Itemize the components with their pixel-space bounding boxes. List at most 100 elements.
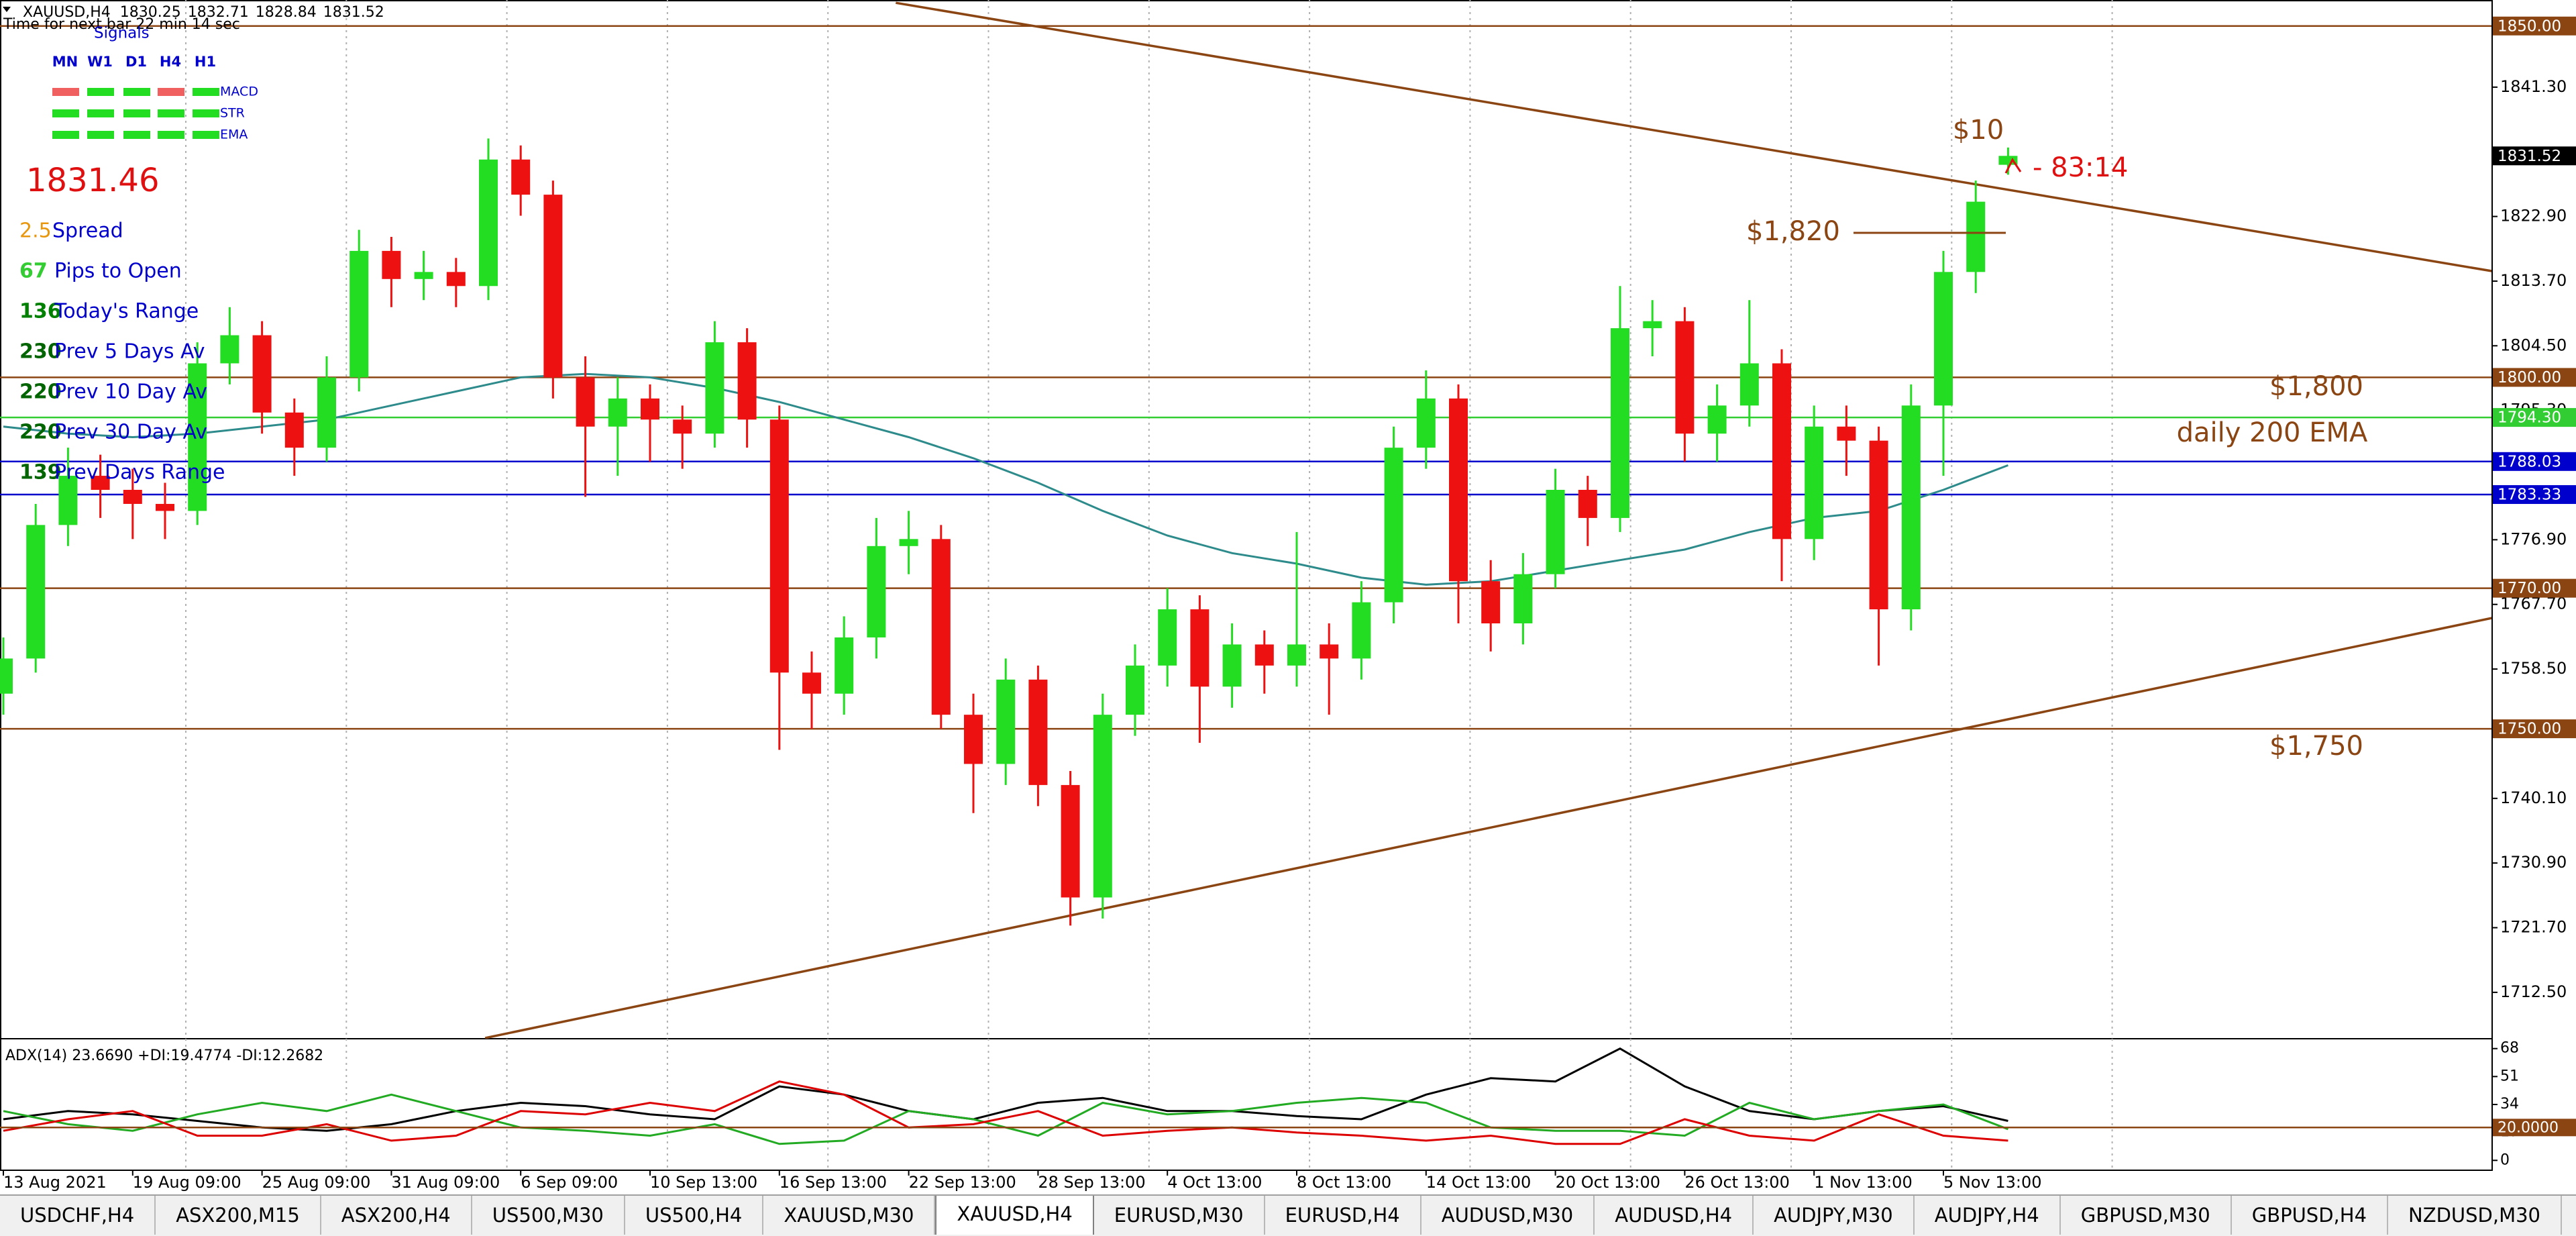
candle-body: [1352, 602, 1371, 659]
chart-tab[interactable]: ASX200,M15: [156, 1196, 321, 1235]
level-badge-label: 1750.00: [2498, 721, 2561, 738]
candle-body: [382, 250, 401, 279]
candle-body: [1513, 574, 1533, 624]
adx-line: [3, 1047, 2008, 1132]
candle-body: [1643, 321, 1662, 329]
x-tick-label: 5 Nov 13:00: [1943, 1173, 2042, 1192]
chart-tab[interactable]: AUDUSD,M30: [1421, 1196, 1595, 1235]
candle-body: [931, 539, 951, 715]
candle-body: [1320, 644, 1339, 659]
chart-tab[interactable]: GBPUSD,H4: [2232, 1196, 2389, 1235]
chart-tab[interactable]: AUDJPY,H4: [1915, 1196, 2061, 1235]
adx-tick-label: 0: [2500, 1151, 2510, 1168]
candle-body: [511, 159, 531, 195]
candle-body: [1934, 272, 1953, 406]
candle-body: [1869, 440, 1888, 610]
annotation: $1,800: [2269, 371, 2363, 402]
info-value: 2.5: [19, 219, 52, 243]
signal-timeframe: H1: [195, 54, 216, 70]
signal-bar: [87, 88, 114, 96]
candle-body: [1416, 398, 1436, 448]
info-value: 220: [19, 421, 62, 444]
x-tick-label: 6 Sep 09:00: [521, 1173, 618, 1192]
info-label: Today's Range: [54, 300, 199, 323]
time-note: Time for next bar 22 min 14 sec: [3, 16, 240, 33]
trendline: [896, 1, 2492, 272]
candle-body: [1546, 490, 1565, 574]
y-tick-label: 1776.90: [2500, 529, 2567, 548]
candle-body: [91, 476, 110, 491]
level-badge-label: 1788.03: [2498, 453, 2561, 470]
chart-tab[interactable]: US500,H4: [625, 1196, 764, 1235]
chart-tab[interactable]: US500,M30: [472, 1196, 625, 1235]
chart-tab[interactable]: GBPUSD,M30: [2061, 1196, 2232, 1235]
x-tick-label: 22 Sep 13:00: [909, 1173, 1016, 1192]
chart-tab[interactable]: NZDUSD,H4: [2562, 1196, 2576, 1235]
chart-tab[interactable]: USDCHF,H4: [0, 1196, 156, 1235]
level-badge-label: 1794.30: [2498, 409, 2561, 427]
info-label: Prev 10 Day Av: [54, 380, 207, 404]
candle-body: [1158, 609, 1177, 666]
level-badge: [2493, 408, 2576, 427]
annotation: $10: [1953, 115, 2004, 146]
chart-tab[interactable]: AUDUSD,H4: [1595, 1196, 1754, 1235]
x-tick-label: 4 Oct 13:00: [1167, 1173, 1262, 1192]
level-badge-label: 1783.33: [2498, 486, 2561, 504]
candle-body: [252, 335, 272, 413]
annotation: - 83:14: [2033, 152, 2128, 183]
main-plot: [0, 0, 2492, 1039]
level-badge: [2493, 368, 2576, 387]
symbol-header: XAUUSD,H4 1830.25 1832.71 1828.84 1831.52: [23, 4, 384, 21]
signal-bar: [123, 109, 150, 117]
chart-tab[interactable]: EURUSD,H4: [1265, 1196, 1421, 1235]
candle-body: [350, 250, 369, 378]
overlay: XAUUSD,H4 1830.25 1832.71 1828.84 1831.52 Ti…: [3, 0, 2576, 1192]
candle-body: [1998, 156, 2018, 165]
close: 1831.52: [323, 4, 384, 21]
ema-line: [3, 372, 2008, 586]
level-badge-label: 1770.00: [2498, 580, 2561, 597]
chart-tab[interactable]: NZDUSD,M30: [2388, 1196, 2563, 1235]
high: 1832.71: [188, 4, 249, 21]
chart-tab[interactable]: XAUUSD,H4: [935, 1196, 1094, 1235]
candle-body: [1028, 679, 1048, 785]
candle-body: [156, 503, 174, 511]
trendline: [484, 617, 2492, 1039]
x-tick-label: 28 Sep 13:00: [1038, 1173, 1145, 1192]
info-value: 67: [19, 260, 48, 283]
info-value: 136: [19, 300, 62, 323]
candle-body: [1739, 363, 1759, 406]
info-value: 220: [19, 380, 62, 404]
adx-tick-label: 51: [2500, 1068, 2519, 1084]
annotation-caret: [2004, 158, 2022, 174]
candle-body: [705, 342, 724, 434]
signal-bar: [52, 88, 79, 96]
main-panel: [0, 0, 2493, 1039]
candle-body: [996, 679, 1016, 764]
candle-body: [317, 377, 336, 448]
low: 1828.84: [256, 4, 317, 21]
chart-tab[interactable]: AUDJPY,M30: [1754, 1196, 1915, 1235]
chart-tab[interactable]: ASX200,H4: [321, 1196, 472, 1235]
signal-timeframe: MN: [52, 54, 78, 70]
candle-body: [608, 398, 627, 427]
chart-tab[interactable]: EURUSD,M30: [1094, 1196, 1265, 1235]
candle-body: [1481, 581, 1501, 624]
signal-timeframe: H4: [160, 54, 181, 70]
candle-body: [737, 342, 757, 420]
signal-bar: [87, 109, 114, 117]
signal-timeframe: D1: [125, 54, 147, 70]
x-tick-label: 16 Sep 13:00: [780, 1173, 887, 1192]
signal-bar: [158, 88, 184, 96]
candle-body: [220, 335, 239, 364]
info-label: Prev 5 Days Av: [54, 340, 205, 364]
signal-row-label: STR: [220, 106, 245, 121]
adx-panel: [0, 1038, 2493, 1171]
level-badge: [2493, 16, 2576, 36]
candle-body: [123, 490, 142, 504]
chart-tab[interactable]: XAUUSD,M30: [763, 1196, 936, 1235]
candle-body: [964, 715, 983, 764]
y-tick-label: 1804.50: [2500, 336, 2567, 354]
